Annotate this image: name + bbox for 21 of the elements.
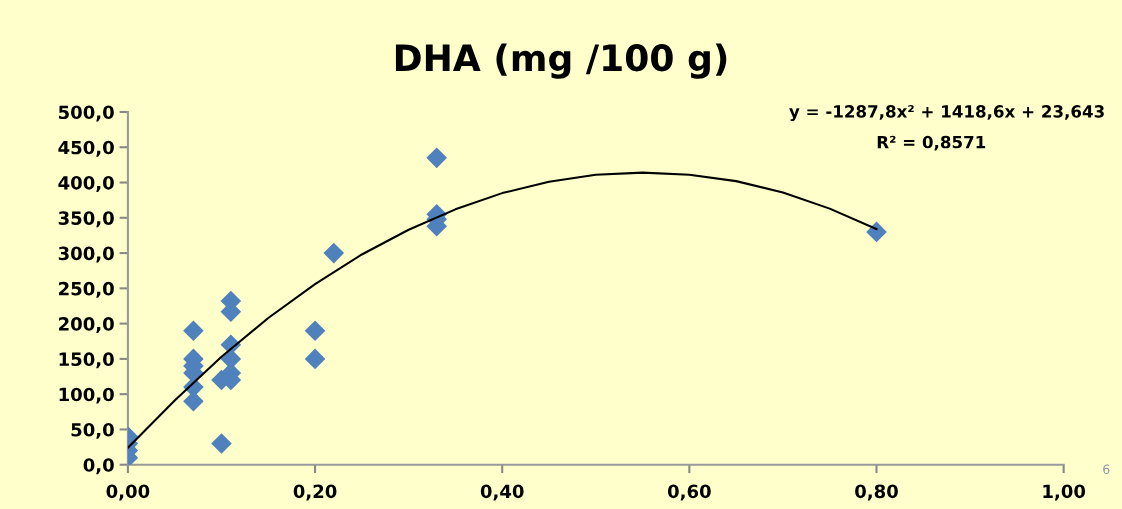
annotation: R² = 0,8571 <box>877 135 986 151</box>
y-tick-label: 300,0 <box>58 246 114 263</box>
y-tick-label: 100,0 <box>59 387 114 404</box>
x-tick-label: 0,60 <box>667 484 711 501</box>
y-tick-label: 0,0 <box>83 458 114 475</box>
x-tick-label: 0,80 <box>855 484 898 501</box>
x-tick-label: 0,40 <box>480 484 524 501</box>
x-tick-label: 1,00 <box>1043 484 1086 501</box>
x-tick-label: 0,20 <box>293 484 337 501</box>
y-tick-label: 350,0 <box>58 211 114 228</box>
chart-title: DHA (mg /100 g) <box>395 43 727 79</box>
y-tick-label: 50,0 <box>71 422 114 439</box>
annotation: y = -1287,8x² + 1418,6x + 23,643 <box>789 105 1104 122</box>
y-tick-label: 500,0 <box>59 105 114 122</box>
x-tick-label: 0,00 <box>106 484 150 501</box>
y-tick-label: 250,0 <box>59 281 114 298</box>
y-tick-label: 150,0 <box>59 352 114 369</box>
y-tick-label: 400,0 <box>58 175 114 192</box>
text: 6 <box>1103 464 1110 474</box>
y-tick-label: 450,0 <box>58 140 114 157</box>
y-tick-label: 200,0 <box>59 317 114 334</box>
